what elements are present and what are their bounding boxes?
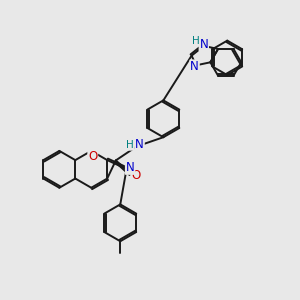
Text: N: N	[190, 60, 199, 73]
Text: O: O	[88, 150, 98, 163]
Text: N: N	[200, 38, 208, 51]
Text: O: O	[131, 169, 141, 182]
Text: H: H	[126, 140, 134, 150]
Text: H: H	[193, 36, 200, 46]
Text: N: N	[126, 161, 134, 174]
Text: N: N	[135, 138, 144, 152]
